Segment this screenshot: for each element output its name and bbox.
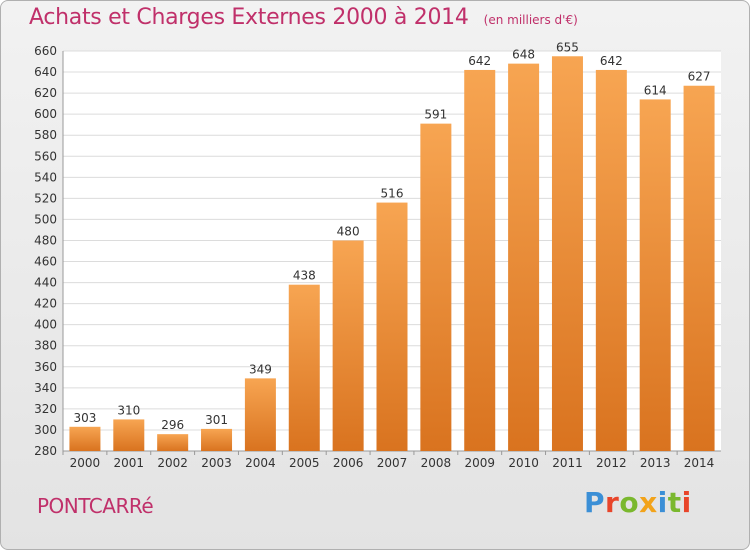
chart-subtitle: (en milliers d'€) <box>483 13 578 27</box>
bar-value-label: 642 <box>468 54 491 68</box>
bar-value-label: 642 <box>600 54 623 68</box>
bar-value-label: 303 <box>73 411 96 425</box>
logo-letter: r <box>605 486 620 519</box>
bar-value-label: 648 <box>512 48 535 62</box>
y-tick-label: 620 <box>34 86 57 100</box>
x-tick-label: 2002 <box>157 456 188 470</box>
title-row: Achats et Charges Externes 2000 à 2014 (… <box>29 5 578 30</box>
y-tick-label: 500 <box>34 212 57 226</box>
y-tick-label: 600 <box>34 107 57 121</box>
bar-value-label: 301 <box>205 413 228 427</box>
x-tick-label: 2005 <box>289 456 320 470</box>
x-tick-label: 2000 <box>70 456 101 470</box>
y-tick-label: 480 <box>34 233 57 247</box>
logo-letter: o <box>619 486 640 519</box>
x-tick-label: 2014 <box>684 456 715 470</box>
x-tick-label: 2007 <box>377 456 408 470</box>
bar <box>376 202 408 451</box>
x-tick-label: 2006 <box>333 456 364 470</box>
logo-letter: x <box>639 486 658 519</box>
bar-value-label: 627 <box>688 70 711 84</box>
x-tick-label: 2004 <box>245 456 276 470</box>
y-tick-label: 580 <box>34 128 57 142</box>
bar <box>113 419 145 451</box>
commune-name: PONTCARRé <box>37 494 154 518</box>
y-tick-label: 340 <box>34 381 57 395</box>
logo-letter: i <box>681 486 692 519</box>
y-tick-label: 360 <box>34 360 57 374</box>
y-tick-label: 380 <box>34 339 57 353</box>
chart-title: Achats et Charges Externes 2000 à 2014 <box>29 5 469 30</box>
bar <box>201 428 233 451</box>
bar-value-label: 591 <box>424 108 447 122</box>
bar-value-label: 614 <box>644 83 667 97</box>
y-tick-label: 540 <box>34 170 57 184</box>
bar <box>420 123 452 451</box>
y-tick-label: 460 <box>34 255 57 269</box>
x-tick-label: 2012 <box>596 456 627 470</box>
logo-letter: t <box>667 486 682 519</box>
bar <box>639 99 671 451</box>
bar-value-label: 310 <box>117 403 140 417</box>
y-tick-label: 640 <box>34 65 57 79</box>
bar-value-label: 349 <box>249 362 272 376</box>
bar-value-label: 516 <box>381 187 404 201</box>
y-tick-label: 400 <box>34 318 57 332</box>
bar <box>508 63 540 451</box>
bar-value-label: 480 <box>337 224 360 238</box>
bar-value-label: 655 <box>556 40 579 54</box>
bar <box>69 426 101 451</box>
bar <box>683 85 715 451</box>
y-tick-label: 560 <box>34 149 57 163</box>
bar <box>464 69 496 452</box>
bar <box>332 240 364 451</box>
y-tick-label: 520 <box>34 191 57 205</box>
logo-letter: i <box>657 486 668 519</box>
y-tick-label: 440 <box>34 276 57 290</box>
y-tick-label: 420 <box>34 297 57 311</box>
x-tick-label: 2013 <box>640 456 671 470</box>
bar <box>244 378 276 451</box>
y-tick-label: 660 <box>34 44 57 58</box>
bar <box>157 434 189 451</box>
logo-letter: P <box>584 486 606 519</box>
bar-value-label: 438 <box>293 269 316 283</box>
x-tick-label: 2010 <box>508 456 539 470</box>
x-tick-label: 2011 <box>552 456 583 470</box>
y-tick-label: 320 <box>34 402 57 416</box>
x-tick-label: 2001 <box>114 456 145 470</box>
bar <box>595 69 627 452</box>
x-tick-label: 2009 <box>464 456 495 470</box>
x-tick-label: 2008 <box>421 456 452 470</box>
bar <box>288 284 320 451</box>
bar <box>551 56 583 452</box>
bar-value-label: 296 <box>161 418 184 432</box>
x-tick-label: 2003 <box>201 456 232 470</box>
proxiti-logo[interactable]: Proxiti <box>584 486 692 519</box>
y-tick-label: 300 <box>34 423 57 437</box>
y-tick-label: 280 <box>34 444 57 458</box>
